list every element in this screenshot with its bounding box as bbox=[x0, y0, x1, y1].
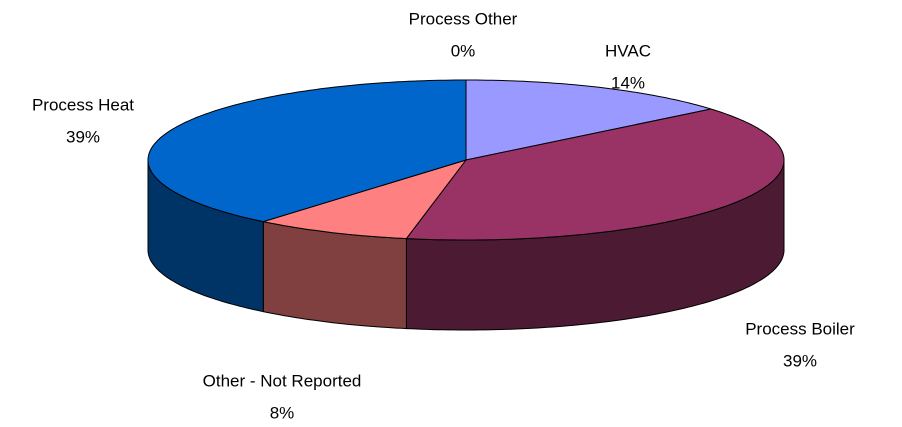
slice-label: HVAC 14% bbox=[605, 41, 651, 92]
slice bbox=[147, 79, 467, 223]
slice-name: Process Boiler bbox=[745, 319, 855, 338]
slice bbox=[465, 79, 712, 161]
slice-name: Process Other bbox=[409, 9, 518, 28]
slice-label: Other - Not Reported 8% bbox=[203, 371, 362, 422]
slice-label: Process Other 0% bbox=[409, 9, 518, 60]
slice-label: Process Boiler 39% bbox=[745, 319, 855, 370]
slice-value: 14% bbox=[611, 73, 645, 92]
slice-value: 0% bbox=[451, 41, 476, 60]
slice-name: Process Heat bbox=[32, 95, 134, 114]
slice-value: 39% bbox=[783, 351, 817, 370]
slice bbox=[405, 108, 785, 241]
slice bbox=[261, 159, 468, 240]
slice-value: 39% bbox=[66, 127, 100, 146]
slice-name: Other - Not Reported bbox=[203, 371, 362, 390]
slice-value: 8% bbox=[270, 403, 295, 422]
slice-label: Process Heat 39% bbox=[32, 95, 134, 146]
slice-name: HVAC bbox=[605, 41, 651, 60]
